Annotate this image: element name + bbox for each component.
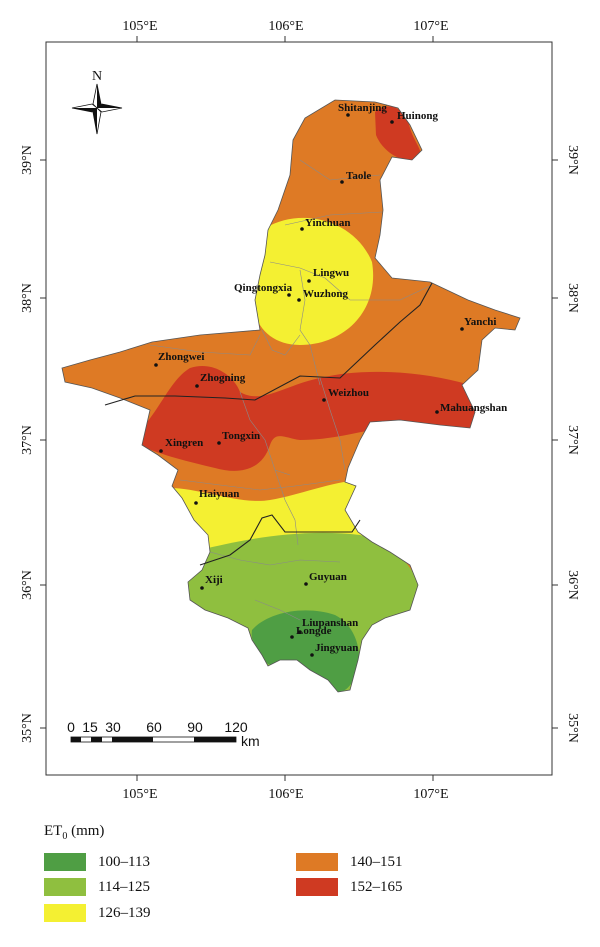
legend-label: 152–165 <box>350 878 403 895</box>
city-label: Lingwu <box>313 267 349 279</box>
city-dot <box>300 227 304 231</box>
legend-item: 126–139 <box>44 904 151 922</box>
legend-title: ET0 (mm) <box>44 823 104 842</box>
zone-100-113 <box>251 610 360 692</box>
cities: Shitanjing Huinong Taole Yinchuan Lingwu… <box>154 102 507 657</box>
city-label: Tongxin <box>222 430 260 442</box>
city-label: Shitanjing <box>338 102 387 114</box>
legend-swatch <box>44 904 86 922</box>
right-label: 37°N <box>565 425 580 455</box>
bottom-label: 106°E <box>268 787 303 802</box>
city-label: Zhongwei <box>158 351 204 363</box>
scale-tick-label: 120 <box>224 719 248 735</box>
scale-tick-label: 90 <box>187 719 203 735</box>
legend-item: 140–151 <box>296 853 403 871</box>
city-dot <box>322 398 326 402</box>
left-label: 36°N <box>20 570 35 600</box>
bottom-label: 105°E <box>122 787 157 802</box>
city-label: Wuzhong <box>303 288 349 300</box>
city-label: Qingtongxia <box>234 282 293 294</box>
zone-152-165-north <box>375 106 421 161</box>
right-label: 36°N <box>565 570 580 600</box>
legend-swatch <box>44 853 86 871</box>
city-dot <box>390 120 394 124</box>
province-outline <box>61 99 521 693</box>
legend-swatch <box>296 853 338 871</box>
legend-label: 100–113 <box>98 853 150 870</box>
zone-152-165-central <box>140 366 477 471</box>
legend-title-unit: (mm) <box>67 823 105 839</box>
city-dot <box>346 113 350 117</box>
city-dot <box>310 653 314 657</box>
north-arrow-icon: N <box>71 69 123 135</box>
county-boundaries <box>149 159 433 621</box>
scale-tick-label: 30 <box>105 719 121 735</box>
legend-item: 152–165 <box>296 878 403 896</box>
city-dot <box>298 630 302 634</box>
city-label: Mahuangshan <box>440 402 507 414</box>
right-label: 39°N <box>565 145 580 175</box>
city-dot <box>194 501 198 505</box>
left-label: 38°N <box>20 283 35 313</box>
city-label: Jingyuan <box>315 642 358 654</box>
legend-swatch <box>44 878 86 896</box>
left-label: 39°N <box>20 145 35 175</box>
city-label: Xiji <box>205 574 223 586</box>
city-dot <box>287 293 291 297</box>
city-label: Huinong <box>397 110 438 122</box>
bottom-label: 107°E <box>413 787 448 802</box>
top-label: 105°E <box>122 19 157 34</box>
city-label: Yinchuan <box>305 217 350 229</box>
north-label: N <box>92 69 102 84</box>
legend-item: 100–113 <box>44 853 150 871</box>
city-label: Taole <box>346 170 371 182</box>
city-dot <box>195 384 199 388</box>
legend-title-main: ET <box>44 823 63 839</box>
city-dot <box>435 410 439 414</box>
scale-tick-label: 60 <box>146 719 162 735</box>
city-label: Longde <box>296 625 332 637</box>
city-dot <box>340 180 344 184</box>
legend-title-sub: 0 <box>62 831 68 842</box>
city-label: Haiyuan <box>199 488 239 500</box>
city-dot <box>200 586 204 590</box>
scale-bar: 0 15 30 60 90 120 km <box>67 719 260 749</box>
city-label: Xingren <box>165 437 203 449</box>
city-dot <box>304 582 308 586</box>
highways <box>104 282 433 566</box>
left-label: 35°N <box>20 713 35 743</box>
city-dot <box>307 279 311 283</box>
city-label: Weizhou <box>328 387 369 399</box>
legend-label: 126–139 <box>98 904 151 921</box>
zone-126-139-north <box>251 217 374 345</box>
scale-unit: km <box>241 733 260 749</box>
legend-label: 114–125 <box>98 878 150 895</box>
axis-ticks <box>40 36 558 781</box>
right-label: 35°N <box>565 713 580 743</box>
city-label: Liupanshan <box>302 617 358 629</box>
right-label: 38°N <box>565 283 580 313</box>
axis-labels: 105°E 106°E 107°E 105°E 106°E 107°E 39°N… <box>20 19 580 802</box>
top-label: 107°E <box>413 19 448 34</box>
scale-tick-label: 0 <box>67 719 75 735</box>
city-dot <box>460 327 464 331</box>
legend-label: 140–151 <box>350 853 403 870</box>
city-label: Guyuan <box>309 571 347 583</box>
city-label: Zhogning <box>200 372 246 384</box>
city-dot <box>217 441 221 445</box>
city-dot <box>154 363 158 367</box>
top-label: 106°E <box>268 19 303 34</box>
legend-item: 114–125 <box>44 878 150 896</box>
city-dot <box>297 298 301 302</box>
scale-tick-label: 15 <box>82 719 98 735</box>
city-dot <box>290 635 294 639</box>
city-label: Yanchi <box>464 316 496 328</box>
left-label: 37°N <box>20 425 35 455</box>
city-dot <box>159 449 163 453</box>
legend-swatch <box>296 878 338 896</box>
